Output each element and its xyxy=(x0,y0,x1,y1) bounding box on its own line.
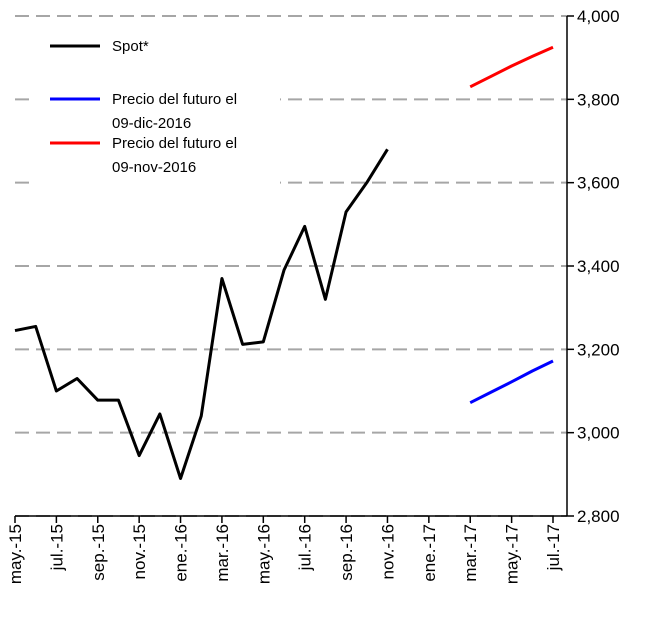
x-tick-label: jul.-17 xyxy=(544,524,563,571)
y-tick-label: 2,800 xyxy=(577,507,620,526)
y-tick-label: 3,800 xyxy=(577,90,620,109)
x-tick-label: nov.-15 xyxy=(130,524,149,579)
x-tick-label: may.-16 xyxy=(254,524,273,584)
x-tick-label: mar.-16 xyxy=(213,524,232,582)
legend-label: Spot* xyxy=(112,38,149,55)
x-tick-label: mar.-17 xyxy=(461,524,480,582)
legend-label: Precio del futuro el 09-nov-2016 xyxy=(112,135,237,176)
legend-box xyxy=(30,28,280,188)
series-line xyxy=(469,359,554,405)
y-tick-label: 3,000 xyxy=(577,424,620,443)
y-tick-label: 4,000 xyxy=(577,7,620,26)
x-tick-label: jul.-15 xyxy=(47,524,66,571)
y-tick-label: 3,400 xyxy=(577,257,620,276)
y-tick-label: 3,600 xyxy=(577,174,620,193)
x-tick-label: ene.-16 xyxy=(172,524,191,582)
x-tick-label: may.-17 xyxy=(503,524,522,584)
x-tick-label: sep.-15 xyxy=(89,524,108,581)
x-tick-label: ene.-17 xyxy=(420,524,439,582)
series-line xyxy=(469,45,554,89)
legend: Spot* Precio del futuro el 09-dic-2016Prec… xyxy=(30,28,280,188)
x-tick-label: may.-15 xyxy=(6,524,25,584)
legend-label: Precio del futuro el 09-dic-2016 xyxy=(112,91,237,132)
x-tick-label: nov.-16 xyxy=(378,524,397,579)
y-tick-label: 3,200 xyxy=(577,340,620,359)
x-tick-label: sep.-16 xyxy=(337,524,356,581)
x-tick-label: jul.-16 xyxy=(296,524,315,571)
series-line xyxy=(14,148,389,480)
